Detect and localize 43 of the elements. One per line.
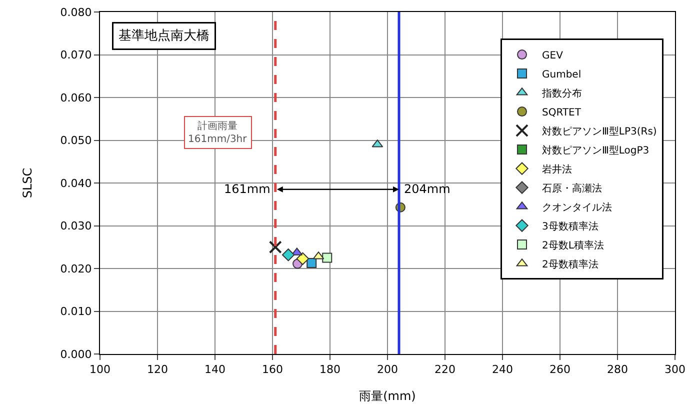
- legend-label: クオンタイル法: [542, 201, 612, 214]
- x-tick-label: 120: [147, 363, 168, 376]
- legend-label: 2母数L積率法: [542, 239, 604, 252]
- text: 基準地点南大橋: [118, 28, 210, 44]
- x-tick-label: 100: [90, 363, 110, 376]
- point: [322, 252, 332, 263]
- point: [306, 258, 317, 268]
- point: [296, 252, 310, 266]
- x-tick-label: 140: [204, 363, 226, 376]
- point: [268, 240, 282, 254]
- x-tick-label: 180: [320, 363, 340, 376]
- legend-label: 3母数積率法: [542, 220, 598, 232]
- x-tick-label: 300: [664, 363, 686, 376]
- y-axis-title: SLSC: [20, 168, 35, 198]
- point: [282, 248, 295, 262]
- y-tick-label: 0.050: [60, 134, 92, 148]
- y-tick-label: 0.060: [60, 91, 92, 104]
- y-tick-label: 0.020: [60, 262, 92, 276]
- y-tick-label: 0.080: [60, 6, 92, 19]
- x-tick-label: 280: [607, 363, 628, 376]
- legend-label: 対数ピアソンⅢ型LogP3: [542, 144, 650, 156]
- y-tick-label: 0.030: [60, 220, 92, 233]
- x-tick-label: 200: [377, 363, 398, 376]
- y-tick-label: 0.040: [60, 176, 92, 190]
- legend-label: 石原・高瀬法: [542, 182, 602, 194]
- x-tick-label: 260: [550, 363, 570, 376]
- x-tick-label: 240: [492, 363, 513, 376]
- legend-label: 対数ピアソンⅢ型LP3(Rs): [542, 125, 657, 138]
- x-tick-label: 220: [434, 363, 456, 376]
- annotation: 161mm: [224, 182, 270, 196]
- x-axis-title: 雨量(mm): [359, 389, 416, 403]
- y-tick-label: 0.000: [60, 348, 92, 361]
- legend-label: SQRTET: [542, 107, 582, 118]
- legend-label: 岩井法: [542, 163, 572, 176]
- legend-label: Gumbel: [542, 69, 582, 80]
- annotation: 計画雨量 161mm/3hr: [188, 120, 248, 145]
- x-tick-label: 160: [262, 363, 283, 376]
- y-tick-label: 0.010: [60, 305, 92, 318]
- legend-label: 指数分布: [541, 87, 582, 100]
- legend-label: 2母数積率法: [542, 258, 598, 270]
- legend-label: GEV: [542, 50, 564, 62]
- y-tick-label: 0.070: [60, 48, 92, 62]
- annotation: 204mm: [404, 182, 450, 196]
